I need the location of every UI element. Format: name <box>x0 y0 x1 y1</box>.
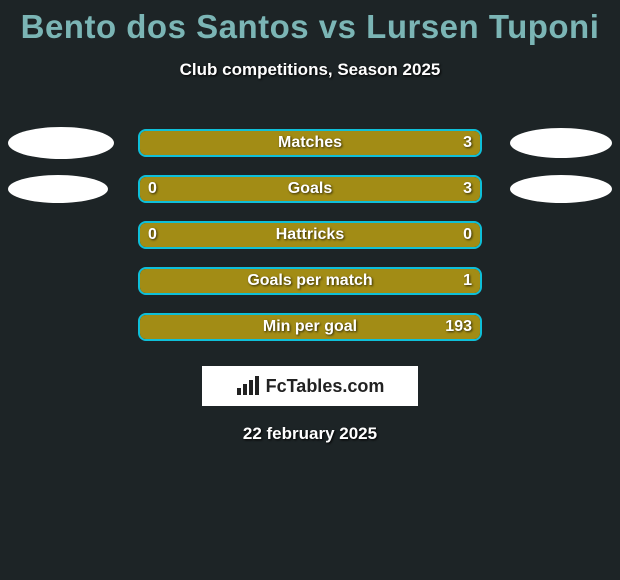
stat-row: 193Min per goal <box>0 304 620 350</box>
stats-chart: 3Matches 03Goals 00Hattricks 1Goals per mat… <box>0 120 620 350</box>
stat-bar-left-fill <box>140 223 480 247</box>
player-left-avatar <box>8 175 108 203</box>
stat-bar-right-fill <box>198 177 480 201</box>
date-label: 22 february 2025 <box>0 424 620 444</box>
bar-chart-icon <box>236 376 260 396</box>
player-left-avatar <box>8 127 114 159</box>
stat-bar: 03Goals <box>138 175 482 203</box>
stat-bar-left-fill <box>140 177 198 201</box>
comparison-infographic: Bento dos Santos vs Lursen Tuponi Club c… <box>0 0 620 580</box>
stat-bar: 193Min per goal <box>138 313 482 341</box>
stat-bar: 00Hattricks <box>138 221 482 249</box>
player-right-avatar <box>510 175 612 203</box>
player-right-avatar <box>510 128 612 158</box>
page-subtitle: Club competitions, Season 2025 <box>0 60 620 80</box>
stat-bar-right-fill <box>140 269 480 293</box>
page-title: Bento dos Santos vs Lursen Tuponi <box>0 0 620 46</box>
stat-bar: 3Matches <box>138 129 482 157</box>
stat-row: 03Goals <box>0 166 620 212</box>
stat-bar-right-fill <box>140 315 480 339</box>
stat-row: 3Matches <box>0 120 620 166</box>
branding-badge: FcTables.com <box>202 366 418 406</box>
stat-bar: 1Goals per match <box>138 267 482 295</box>
stat-row: 00Hattricks <box>0 212 620 258</box>
branding-text: FcTables.com <box>266 376 385 397</box>
stat-row: 1Goals per match <box>0 258 620 304</box>
stat-bar-right-fill <box>140 131 480 155</box>
